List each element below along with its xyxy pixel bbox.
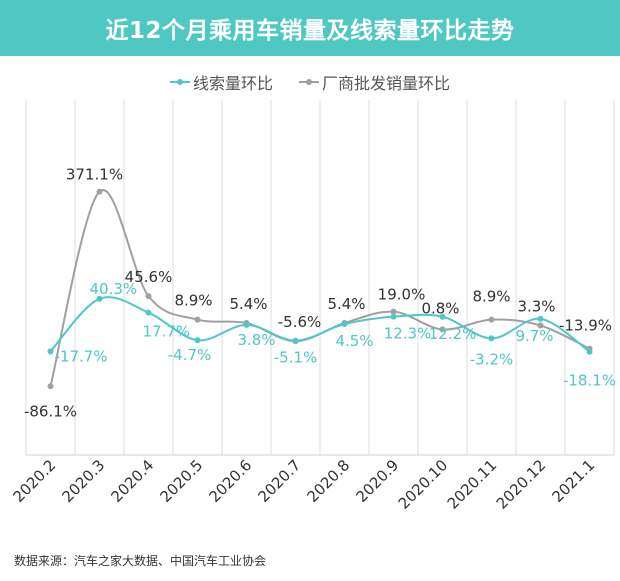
data-label: -3.2% [470,350,514,368]
data-point [194,337,201,344]
data-label: 4.5% [335,332,373,350]
x-tick-label: 2020.5 [156,456,206,506]
data-label: -5.1% [274,349,318,367]
data-point [488,335,495,342]
data-point [586,348,593,355]
x-tick-label: 2020.4 [107,456,157,506]
legend-item-wholesale: 厂商批发销量环比 [299,70,450,94]
data-label: -18.1% [563,372,616,390]
x-tick-label: 2020.10 [395,456,452,513]
data-point [194,316,201,323]
data-point [243,321,250,328]
x-tick-label: 2020.7 [254,456,304,506]
data-label: 5.4% [229,295,267,313]
legend-label-leads: 线索量环比 [192,74,273,93]
series-line-0 [49,296,591,353]
chart-title: 近12个月乘用车销量及线索量环比走势 [105,18,515,44]
data-label: 19.0% [378,286,426,304]
legend: 线索量环比 厂商批发销量环比 [0,70,620,94]
data-label: 371.1% [66,166,123,184]
data-label: 17.7% [143,323,191,341]
legend-item-leads: 线索量环比 [169,70,273,94]
data-point [47,348,54,355]
data-label: 3.8% [237,331,275,349]
data-point [390,308,397,315]
x-tick-label: 2021.1 [548,456,598,506]
x-tick-label: 2020.8 [303,456,353,506]
data-label: 9.7% [515,327,553,345]
legend-marker-leads [169,79,190,85]
x-tick-label: 2020.6 [205,456,255,506]
data-point [96,295,103,302]
data-point [537,315,544,322]
source-note: 数据来源：汽车之家大数据、中国汽车工业协会 [14,554,267,568]
legend-marker-wholesale [299,79,319,85]
title-bar: 近12个月乘用车销量及线索量环比走势 [0,0,620,56]
data-label: -17.7% [55,347,108,365]
data-label: -13.9% [559,317,612,335]
data-point [390,313,397,320]
data-label: -5.6% [278,313,322,331]
data-point [537,322,544,329]
x-tick-label: 2020.11 [444,456,501,513]
data-label: 12.3% [384,325,432,343]
x-tick-label: 2020.3 [58,456,108,506]
data-label: 12.2% [429,325,477,343]
x-tick-label: 2020.2 [9,456,59,506]
data-point [145,309,152,316]
data-point [47,383,54,390]
data-label: 45.6% [125,268,173,286]
legend-label-wholesale: 厂商批发销量环比 [322,74,451,93]
data-point [488,316,495,323]
x-tick-label: 2020.12 [493,456,550,513]
data-point [96,188,103,195]
data-label: 3.3% [517,297,555,315]
data-label: 0.8% [421,299,459,317]
data-label: 8.9% [472,288,510,306]
data-label: 40.3% [90,280,138,298]
data-label: -4.7% [168,346,212,364]
data-label: -86.1% [24,402,77,420]
data-point [439,313,446,320]
data-point [439,326,446,333]
data-point [145,293,152,300]
data-label: 8.9% [174,292,212,310]
data-point [341,321,348,328]
data-label: 5.4% [327,295,365,313]
data-point [292,337,299,344]
